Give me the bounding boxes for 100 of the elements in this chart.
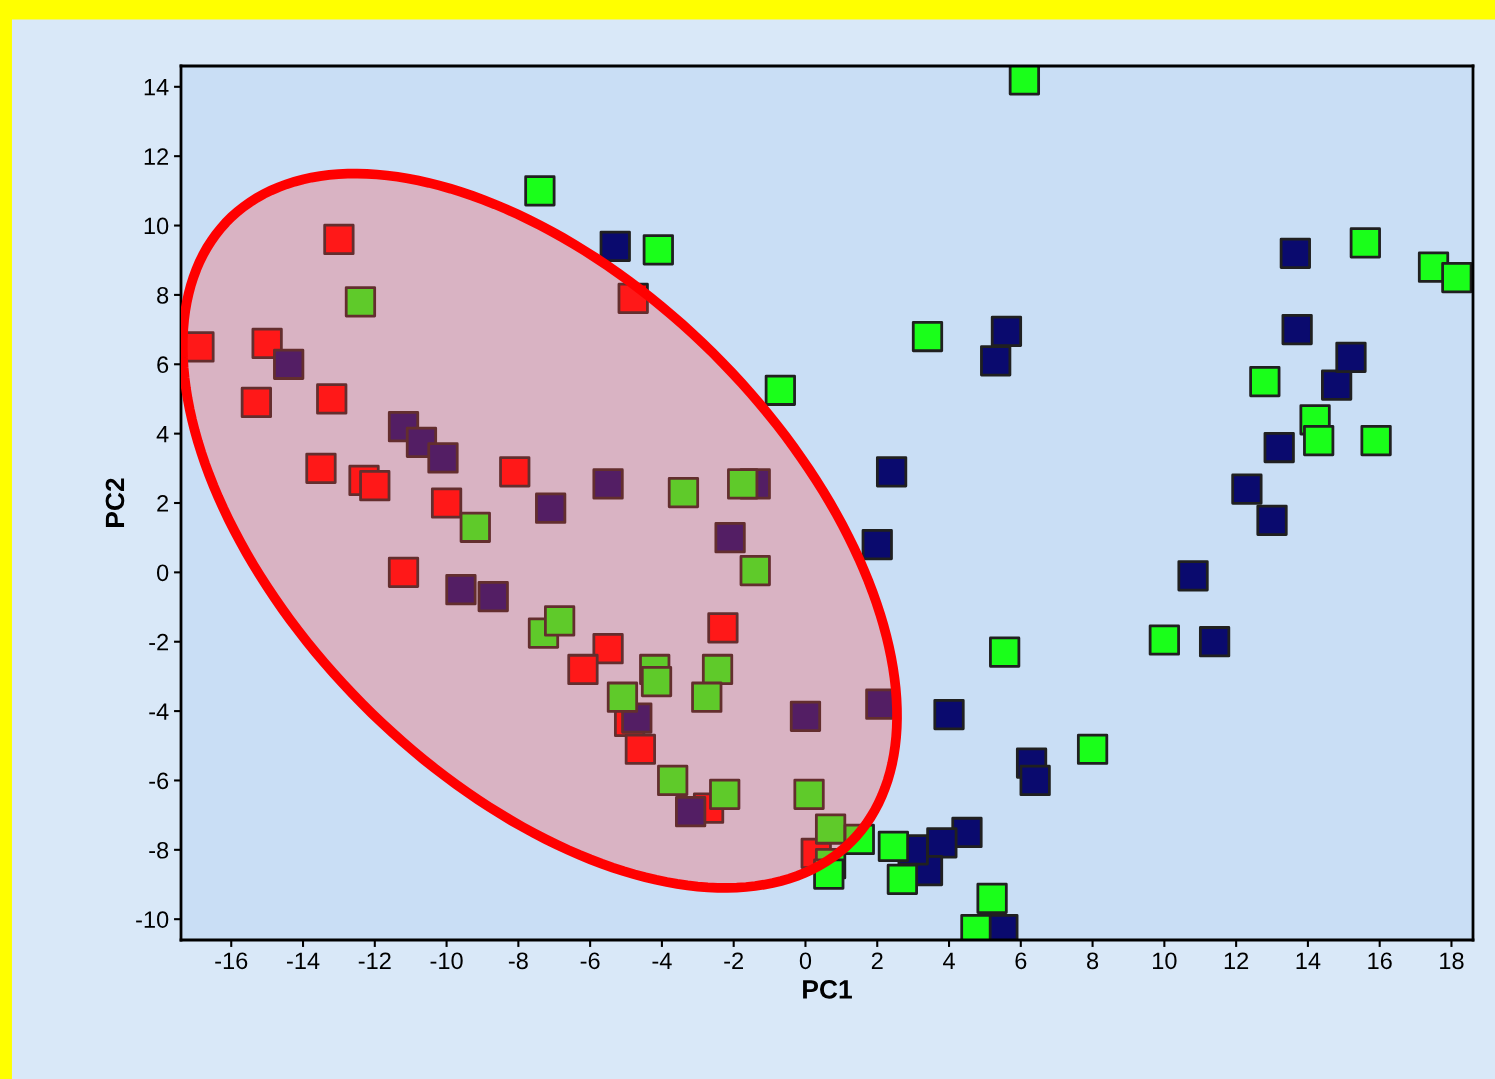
point: [989, 636, 1021, 668]
point: [1148, 624, 1180, 656]
x-tick-label: -4: [652, 952, 672, 969]
x-tick-label: 0: [799, 952, 812, 970]
point: [430, 487, 463, 519]
y-tick-label: -10: [136, 911, 169, 928]
point: [1019, 764, 1051, 797]
point: [701, 653, 734, 686]
y-tick-label: -2: [149, 633, 169, 651]
y-tick-label: 2: [157, 495, 169, 512]
x-tick-label: 10: [1153, 952, 1177, 970]
point: [1303, 424, 1335, 457]
x-tick-label: -6: [580, 952, 600, 970]
point: [739, 555, 771, 587]
y-tick-label: 4: [156, 425, 169, 443]
point: [990, 315, 1023, 347]
point: [911, 320, 944, 353]
point: [477, 581, 509, 613]
point: [707, 612, 739, 644]
point: [764, 374, 796, 406]
point: [1349, 227, 1381, 259]
point: [933, 698, 965, 731]
point: [427, 442, 459, 474]
point: [344, 286, 377, 318]
point: [445, 574, 477, 606]
point: [567, 653, 599, 686]
point: [1321, 369, 1353, 401]
point: [323, 223, 355, 256]
point: [877, 830, 910, 862]
y-axis-title: PC2: [105, 478, 125, 527]
point: [789, 700, 822, 732]
point: [657, 764, 689, 797]
point: [861, 529, 893, 561]
point: [459, 511, 491, 543]
point: [814, 813, 847, 845]
point: [535, 492, 567, 524]
point: [606, 681, 639, 713]
y-tick-label: 10: [144, 217, 169, 235]
point: [544, 605, 576, 637]
point: [1263, 431, 1295, 464]
y-tick-label: 8: [157, 286, 169, 304]
point: [667, 476, 700, 509]
point: [709, 778, 741, 810]
x-tick-label: 2: [871, 952, 883, 969]
x-tick-label: 6: [1015, 952, 1027, 970]
point: [1279, 237, 1311, 269]
x-tick-label: -10: [430, 952, 463, 970]
point: [240, 386, 272, 419]
point: [499, 456, 531, 488]
x-tick-label: 4: [943, 952, 955, 969]
x-tick-label: -8: [508, 952, 528, 970]
point: [1008, 66, 1041, 96]
point: [1249, 365, 1281, 398]
x-tick-label: 8: [1087, 952, 1099, 970]
point: [976, 882, 1008, 914]
point: [1335, 341, 1367, 373]
x-tick-label: 14: [1296, 952, 1321, 969]
point: [1177, 560, 1209, 592]
point: [1441, 261, 1473, 294]
y-tick-label: 12: [144, 148, 169, 165]
point: [1281, 313, 1313, 346]
point: [1360, 424, 1392, 457]
point: [886, 863, 918, 895]
x-tick-label: 18: [1440, 952, 1464, 970]
point: [980, 345, 1012, 377]
x-tick-label: -16: [215, 952, 248, 970]
y-tick-label: -8: [149, 841, 169, 859]
point: [305, 452, 337, 484]
point: [714, 522, 746, 554]
point: [642, 234, 674, 266]
point: [640, 665, 673, 698]
point: [316, 383, 348, 415]
point: [524, 175, 556, 207]
point: [793, 778, 825, 810]
x-tick-label: -14: [287, 952, 320, 969]
point: [273, 348, 305, 380]
point: [592, 633, 624, 665]
point: [592, 468, 624, 500]
y-tick-label: -4: [149, 703, 169, 720]
x-tick-label: -12: [358, 952, 391, 969]
x-tick-label: 12: [1224, 952, 1249, 969]
y-tick-label: 0: [156, 564, 169, 582]
point: [1231, 473, 1263, 505]
point: [727, 468, 759, 500]
point: [1076, 733, 1109, 765]
point: [387, 556, 420, 588]
y-tick-label: 14: [144, 79, 169, 96]
x-axis-title: PC1: [803, 980, 852, 999]
point: [624, 733, 656, 765]
point: [675, 796, 707, 828]
x-tick-label: 16: [1368, 952, 1392, 970]
point: [359, 470, 391, 502]
x-tick-label: -2: [724, 952, 743, 969]
point: [599, 230, 631, 262]
point: [691, 681, 723, 713]
point: [1198, 626, 1231, 658]
point: [1256, 504, 1288, 536]
y-tick-label: 6: [157, 356, 169, 374]
point: [875, 456, 908, 488]
y-tick-label: -6: [149, 772, 169, 790]
